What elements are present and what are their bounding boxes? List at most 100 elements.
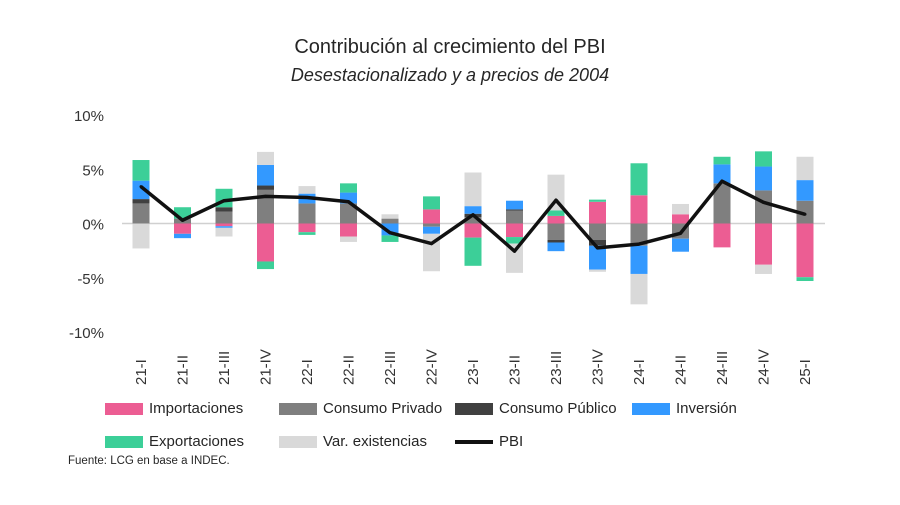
bar-inversi-n-22-II (340, 192, 357, 204)
bar-consumo-privado-24-III (713, 183, 731, 224)
legend-swatch (105, 435, 143, 448)
pbi-point-21-IV (264, 194, 267, 198)
x-tick-label: 23-I (465, 359, 482, 385)
bar-var-existencias-25-I (796, 156, 814, 181)
legend-item-consumo-publico: Consumo Público (455, 400, 617, 417)
bar-exportaciones-23-IV (589, 199, 606, 202)
legend-swatch (455, 439, 493, 444)
x-tick-label: 24-I (631, 359, 648, 385)
x-tick-label: 21-IV (258, 349, 275, 385)
bar-consumo-privado-23-IV (589, 223, 606, 240)
x-tick-label: 24-IV (756, 349, 773, 385)
bar-importaciones-21-II (174, 223, 191, 234)
bar-importaciones-23-I (464, 223, 482, 238)
legend-swatch (105, 402, 143, 415)
bar-var-existencias-21-IV (257, 151, 274, 165)
bar-consumo-privado-22-IV (423, 223, 440, 227)
pbi-point-25-I (803, 212, 807, 216)
bar-var-existencias-21-I (132, 223, 150, 249)
bar-exportaciones-25-I (796, 277, 814, 282)
bar-importaciones-22-IV (423, 209, 440, 224)
bar-inversi-n-21-III (215, 226, 233, 228)
pbi-point-22-IV (430, 242, 433, 246)
bar-exportaciones-24-IV (755, 151, 772, 167)
bar-importaciones-24-IV (755, 223, 772, 265)
bar-consumo-privado-21-I (132, 203, 150, 224)
pbi-point-23-II (513, 249, 516, 253)
chart-title: Contribución al crecimiento del PBI (294, 36, 606, 58)
x-tick-label: 24-II (673, 355, 690, 385)
x-tick-label: 21-III (216, 351, 233, 385)
bar-var-existencias-23-I (464, 172, 482, 207)
bar-consumo-privado-23-II (506, 210, 523, 224)
bar-var-existencias-24-II (672, 203, 689, 215)
bar-consumo-privado-23-III (547, 223, 565, 240)
bar-consumo-privado-24-IV (755, 190, 772, 224)
bar-exportaciones-23-III (547, 210, 565, 216)
bar-inversi-n-21-IV (257, 164, 274, 186)
pbi-point-21-I (139, 185, 143, 189)
bar-consumo-privado-24-I (630, 223, 648, 246)
bar-consumo-privado-25-I (796, 200, 814, 224)
x-tick-label: 23-III (548, 351, 565, 385)
bar-inversi-n-22-IV (423, 226, 440, 234)
bar-inversi-n-24-I (630, 245, 648, 274)
bar-var-existencias-24-I (630, 273, 648, 305)
pbi-point-24-IV (762, 200, 765, 204)
bar-exportaciones-21-I (132, 160, 150, 181)
pbi-point-22-II (347, 200, 350, 204)
bar-var-existencias-23-III (547, 174, 565, 211)
legend-swatch (455, 402, 493, 415)
pbi-point-21-II (181, 218, 184, 222)
bar-inversi-n-24-II (672, 238, 689, 252)
bar-importaciones-22-II (340, 223, 357, 237)
x-tick-label: 25-I (797, 359, 814, 385)
pbi-point-21-III (222, 199, 226, 203)
bar-importaciones-22-I (298, 223, 316, 233)
bar-var-existencias-22-I (298, 186, 316, 194)
bar-exportaciones-22-II (340, 183, 357, 193)
bar-consumo-p-blico-23-IV (589, 239, 606, 246)
bar-var-existencias-23-IV (589, 269, 606, 272)
x-tick-label: 21-I (133, 359, 150, 385)
bar-importaciones-23-III (547, 215, 565, 224)
x-tick-label: 22-I (299, 359, 316, 385)
x-tick-label: 22-IV (424, 349, 441, 385)
pbi-point-22-I (305, 195, 309, 199)
bar-consumo-privado-22-II (340, 203, 357, 224)
bar-exportaciones-22-I (298, 232, 316, 235)
bar-importaciones-21-III (215, 223, 233, 227)
bar-exportaciones-21-IV (257, 261, 274, 270)
bar-consumo-privado-22-III (381, 218, 399, 224)
bar-exportaciones-23-II (506, 237, 523, 244)
legend-item-var-existencias: Var. existencias (279, 433, 427, 450)
legend-label: Exportaciones (149, 433, 245, 450)
legend-item-importaciones: Importaciones (105, 400, 243, 417)
bar-inversi-n-23-III (547, 242, 565, 252)
bar-var-existencias-22-III (381, 214, 399, 219)
bar-inversi-n-23-IV (589, 245, 606, 270)
bar-importaciones-24-II (672, 214, 689, 224)
bar-consumo-privado-23-I (464, 216, 482, 224)
bar-consumo-p-blico-21-IV (257, 185, 274, 190)
pbi-point-22-III (388, 231, 392, 235)
bar-inversi-n-21-I (132, 180, 150, 200)
y-tick-label: 5% (82, 162, 104, 179)
bar-consumo-p-blico-23-III (547, 239, 565, 243)
legend-swatch (279, 435, 317, 448)
legend-label: Var. existencias (323, 433, 427, 450)
pbi-point-23-I (471, 213, 475, 217)
bar-inversi-n-22-III (381, 223, 399, 236)
legend-label: Consumo Público (499, 400, 617, 417)
bar-inversi-n-24-IV (755, 166, 772, 191)
bar-inversi-n-21-II (174, 233, 191, 239)
bar-exportaciones-23-I (464, 237, 482, 266)
bar-var-existencias-24-IV (755, 264, 772, 274)
x-tick-label: 22-II (341, 355, 358, 385)
bar-consumo-p-blico-21-I (132, 199, 150, 204)
bar-consumo-privado-22-I (298, 203, 316, 224)
bar-consumo-p-blico-23-II (506, 209, 523, 211)
legend-item-exportaciones: Exportaciones (105, 433, 244, 450)
x-tick-label: 21-II (175, 355, 192, 385)
